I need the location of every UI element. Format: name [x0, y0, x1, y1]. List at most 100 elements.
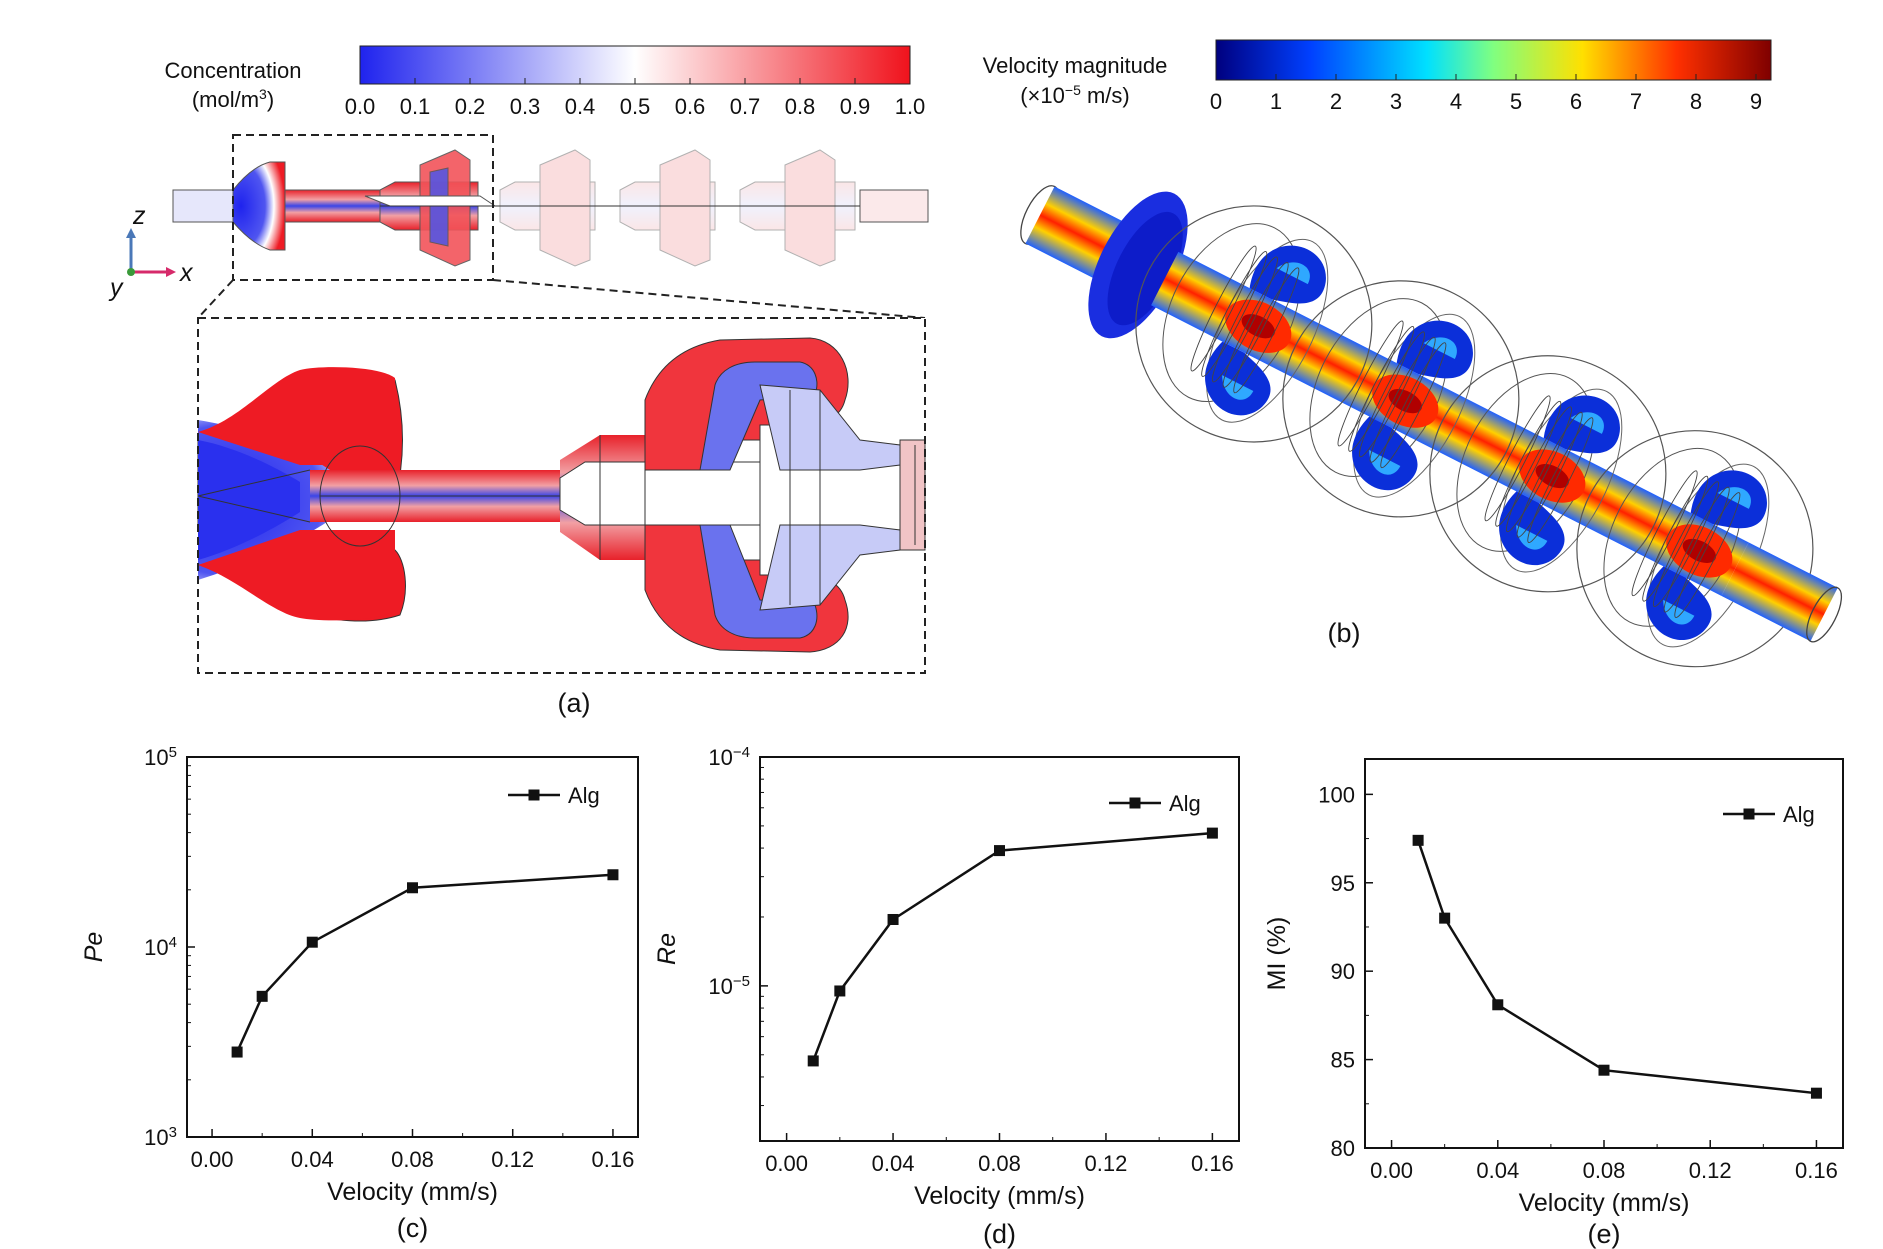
concentration-colorbar [359, 45, 911, 85]
x-tick-label: 0.08 [1583, 1158, 1626, 1183]
x-axis-label: Velocity (mm/s) [1519, 1189, 1690, 1217]
x-tick-label: 0.00 [765, 1151, 808, 1176]
data-point [994, 845, 1005, 857]
panel-a: Concentration (mol/m3) 0.0 0.1 0.2 0.3 0.4 0.… [108, 45, 929, 718]
x-tick-label: 0.08 [391, 1147, 434, 1172]
x-axis-label: Velocity (mm/s) [327, 1178, 498, 1206]
panel-b: Velocity magnitude (×10−5 m/s) 0 1 2 3 4 5 6 7 8… [983, 39, 1843, 668]
colorbar-tick-label: 1 [1270, 89, 1282, 114]
zoom-region-box [232, 134, 494, 281]
colorbar-tick-label: 0.3 [510, 94, 541, 119]
caption-c: (c) [397, 1213, 428, 1243]
x-tick-label: 0.16 [592, 1147, 635, 1172]
concentration-colorbar-ticks: 0.0 0.1 0.2 0.3 0.4 0.5 0.6 0.7 0.8 0.9 1.0 [345, 78, 926, 119]
caption-a: (a) [558, 688, 591, 718]
data-point [1810, 1087, 1822, 1099]
y-tick-label: 10−5 [708, 972, 750, 999]
data-point [306, 936, 318, 948]
colorbar-tick-label: 0.8 [785, 94, 816, 119]
chip-zoom-detail [197, 318, 926, 673]
data-point [1206, 827, 1218, 839]
axis-triad: z x y [108, 202, 194, 302]
y-axis-label: Re [653, 933, 681, 965]
concentration-colorbar-unit: (mol/m3) [192, 86, 274, 112]
velocity-colorbar-ticks: 0 1 2 3 4 5 6 7 8 9 [1210, 74, 1762, 114]
data-point [887, 913, 899, 925]
velocity-colorbar-title: Velocity magnitude [983, 53, 1168, 78]
legend-marker [528, 789, 540, 801]
y-tick-label: 10−4 [708, 744, 750, 771]
x-tick-label: 0.12 [491, 1147, 534, 1172]
data-point [1492, 999, 1504, 1011]
data-point [607, 869, 619, 881]
data-point [1412, 834, 1424, 846]
chart-re-vs-velocity: 0.00 0.04 0.08 0.12 0.16 10−5 10−4 Alg Velocity … [653, 744, 1240, 1249]
chip-overview [172, 149, 929, 267]
y-tick-label: 105 [144, 744, 177, 771]
legend-label: Alg [568, 783, 600, 808]
colorbar-tick-label: 0.6 [675, 94, 706, 119]
plot-frame [186, 756, 639, 1138]
colorbar-tick-label: 0 [1210, 89, 1222, 114]
axis-z-label: z [132, 202, 146, 230]
data-point [1598, 1064, 1610, 1076]
x-tick-label: 0.12 [1085, 1151, 1128, 1176]
legend-label: Alg [1783, 802, 1815, 827]
caption-b: (b) [1328, 618, 1361, 648]
colorbar-tick-label: 1.0 [895, 94, 926, 119]
caption-d: (d) [983, 1219, 1016, 1249]
zoom-connector-left [197, 279, 234, 319]
x-tick-label: 0.08 [978, 1151, 1021, 1176]
colorbar-tick-label: 5 [1510, 89, 1522, 114]
colorbar-tick-label: 8 [1690, 89, 1702, 114]
zoom-connector-right [492, 279, 926, 319]
zoom-detail-frame [197, 317, 926, 674]
x-tick-label: 0.04 [291, 1147, 334, 1172]
x-tick-label: 0.00 [191, 1147, 234, 1172]
colorbar-tick-label: 7 [1630, 89, 1642, 114]
series-line [1416, 839, 1817, 1095]
colorbar-tick-label: 0.0 [345, 94, 376, 119]
data-point [231, 1046, 243, 1058]
y-axis-label: Pe [80, 932, 108, 963]
x-tick-label: 0.16 [1191, 1151, 1234, 1176]
legend-marker [1129, 797, 1141, 809]
colorbar-tick-label: 3 [1390, 89, 1402, 114]
y-axis-label: MI (%) [1263, 917, 1291, 991]
legend-label: Alg [1169, 791, 1201, 816]
y-tick-label: 104 [144, 934, 177, 961]
colorbar-tick-label: 0.5 [620, 94, 651, 119]
y-tick-label: 90 [1331, 959, 1355, 984]
x-tick-label: 0.04 [1476, 1158, 1519, 1183]
x-tick-label: 0.00 [1370, 1158, 1413, 1183]
colorbar-tick-label: 0.2 [455, 94, 486, 119]
x-tick-label: 0.04 [872, 1151, 915, 1176]
y-tick-label: 103 [144, 1124, 177, 1151]
colorbar-tick-label: 6 [1570, 89, 1582, 114]
series-line [812, 831, 1213, 1062]
plot-frame [1364, 758, 1844, 1149]
concentration-colorbar-title: Concentration [165, 58, 302, 83]
velocity-colorbar [1215, 39, 1772, 81]
chart-mi-vs-velocity: 0.00 0.04 0.08 0.12 0.16 80 85 90 95 100 Alg Veloci… [1263, 758, 1844, 1249]
data-point [256, 990, 268, 1002]
y-tick-label: 85 [1331, 1048, 1355, 1073]
axis-x-label: x [179, 259, 194, 287]
chart-pe-vs-velocity: 0.00 0.04 0.08 0.12 0.16 103 104 105 Alg Velocity… [80, 744, 639, 1243]
x-tick-label: 0.16 [1795, 1158, 1838, 1183]
data-point [807, 1055, 819, 1067]
velocity-3d-render [1020, 185, 1843, 668]
colorbar-tick-label: 0.4 [565, 94, 596, 119]
colorbar-tick-label: 9 [1750, 89, 1762, 114]
caption-e: (e) [1588, 1219, 1621, 1249]
velocity-colorbar-unit: (×10−5 m/s) [1020, 82, 1130, 108]
x-tick-label: 0.12 [1689, 1158, 1732, 1183]
colorbar-tick-label: 0.9 [840, 94, 871, 119]
y-tick-label: 80 [1331, 1136, 1355, 1161]
colorbar-tick-label: 0.1 [400, 94, 431, 119]
colorbar-tick-label: 0.7 [730, 94, 761, 119]
colorbar-tick-label: 4 [1450, 89, 1462, 114]
legend-marker [1743, 808, 1755, 820]
x-axis-label: Velocity (mm/s) [914, 1182, 1085, 1210]
